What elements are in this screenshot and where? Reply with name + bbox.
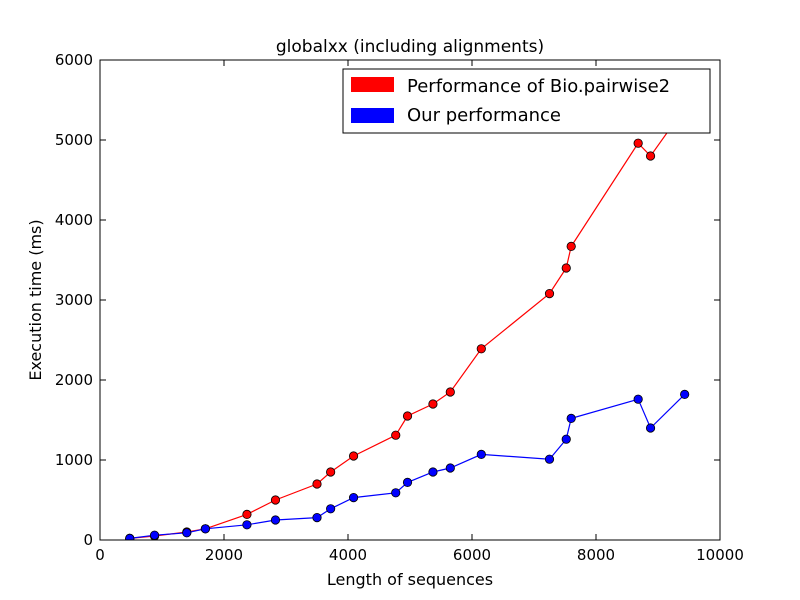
data-point xyxy=(312,479,322,489)
data-point xyxy=(270,515,281,525)
data-point xyxy=(476,344,486,354)
plot-frame xyxy=(99,59,721,541)
axis-ticks: 0 2000 4000 6000 8000 10000 0 1000 2000 3000 4000 5… xyxy=(55,51,744,564)
legend-label-our-performance: Our performance xyxy=(407,105,561,126)
y-tick-label: 2000 xyxy=(55,371,93,389)
data-point xyxy=(633,138,643,148)
data-point xyxy=(476,449,486,459)
legend-swatch-our-performance xyxy=(351,108,394,123)
x-tick-label: 10000 xyxy=(696,546,744,564)
data-point xyxy=(402,411,413,421)
data-point xyxy=(326,504,336,514)
data-point xyxy=(149,530,160,540)
x-tick-label: 2000 xyxy=(205,546,243,564)
data-point xyxy=(428,399,438,409)
data-point xyxy=(391,430,401,440)
series-line-0 xyxy=(129,107,686,539)
plot-area xyxy=(125,103,690,540)
y-axis-label: Execution time (ms) xyxy=(26,219,45,380)
legend-box xyxy=(342,68,711,134)
x-tick-label: 6000 xyxy=(453,546,491,564)
data-point xyxy=(242,520,252,530)
data-point xyxy=(561,263,571,273)
data-point xyxy=(428,467,438,477)
data-point xyxy=(182,528,192,538)
data-point xyxy=(680,389,690,399)
data-point xyxy=(566,241,576,251)
chart-title: globalxx (including alignments) xyxy=(276,37,544,57)
data-point xyxy=(633,394,643,404)
data-point xyxy=(242,509,252,520)
data-point xyxy=(326,467,336,477)
x-axis-label: Length of sequences xyxy=(327,570,493,589)
data-point xyxy=(125,533,135,540)
data-point xyxy=(402,477,413,487)
data-point xyxy=(445,387,455,397)
data-point xyxy=(270,495,281,505)
data-point xyxy=(348,451,359,461)
data-point xyxy=(544,454,555,464)
x-tick-label: 0 xyxy=(95,546,105,564)
data-point xyxy=(561,434,571,444)
x-tick-label: 4000 xyxy=(329,546,367,564)
y-tick-label: 0 xyxy=(83,531,93,549)
data-point xyxy=(312,512,322,523)
data-point xyxy=(566,413,576,423)
data-point xyxy=(645,151,656,161)
data-point xyxy=(200,524,210,534)
data-point xyxy=(391,488,401,498)
legend: Performance of Bio.pairwise2 Our perform… xyxy=(342,68,711,134)
legend-swatch-bio-pairwise2 xyxy=(351,77,394,92)
y-tick-label: 5000 xyxy=(55,131,93,149)
legend-label-bio-pairwise2: Performance of Bio.pairwise2 xyxy=(407,76,670,97)
data-point xyxy=(544,288,555,299)
data-point xyxy=(645,423,656,433)
data-point xyxy=(445,463,455,473)
data-point xyxy=(348,492,359,503)
y-tick-label: 1000 xyxy=(55,451,93,469)
y-tick-label: 3000 xyxy=(55,291,93,309)
y-tick-label: 6000 xyxy=(55,51,93,69)
y-tick-label: 4000 xyxy=(55,211,93,229)
x-tick-label: 8000 xyxy=(577,546,615,564)
